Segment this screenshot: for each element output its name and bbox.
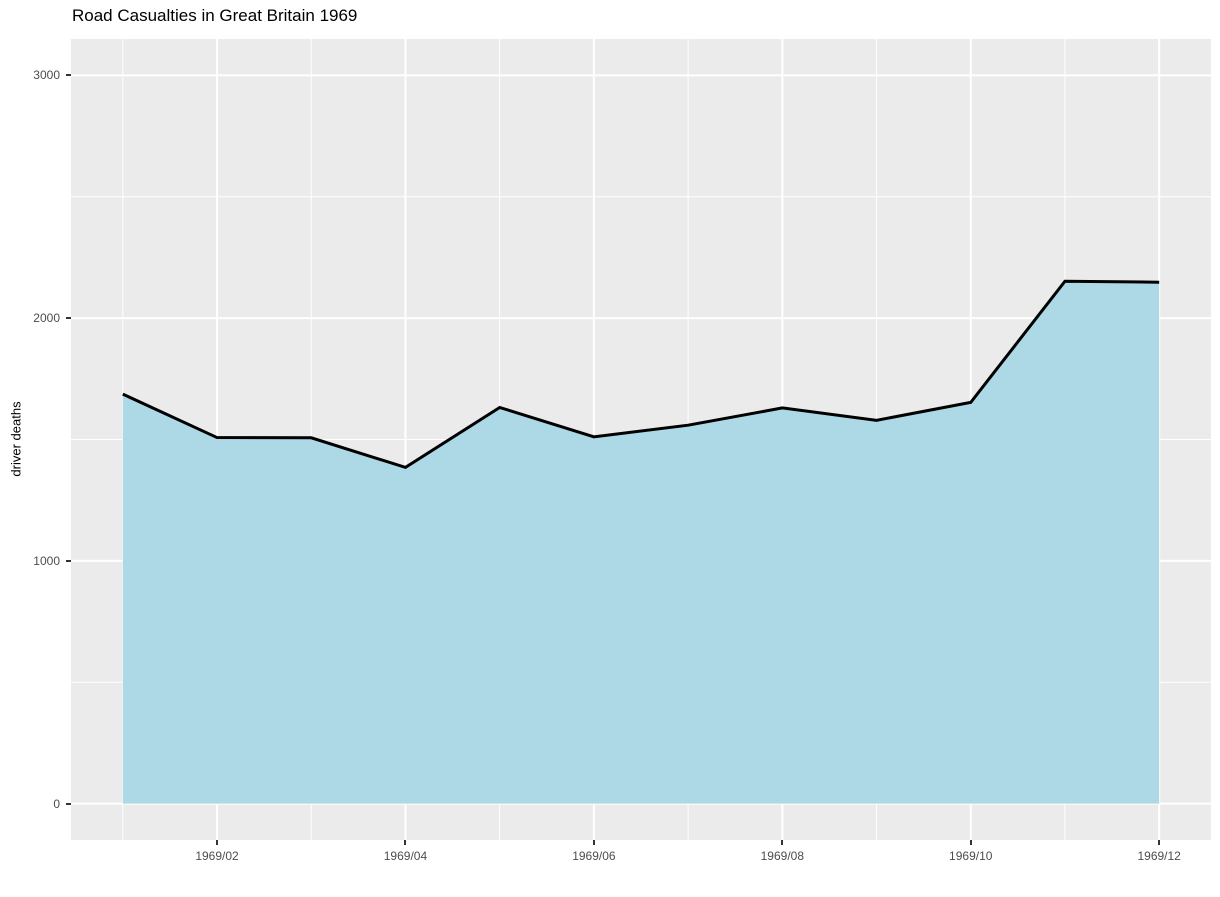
data-line-driver-deaths bbox=[122, 279, 1160, 470]
x-axis-tick bbox=[1158, 840, 1161, 845]
x-axis-tick bbox=[216, 840, 219, 845]
area-series-driver-deaths bbox=[122, 281, 1160, 804]
x-axis-tick bbox=[781, 840, 784, 845]
y-axis-tick bbox=[66, 74, 71, 77]
y-tick-label: 3000 bbox=[33, 68, 60, 83]
x-tick-label: 1969/04 bbox=[383, 849, 428, 863]
y-tick-label: 2000 bbox=[33, 311, 60, 326]
chart-title: Road Casualties in Great Britain 1969 bbox=[72, 6, 358, 25]
y-axis-tick bbox=[66, 559, 71, 562]
x-axis-tick bbox=[969, 840, 972, 845]
y-tick-label: 0 bbox=[53, 796, 60, 811]
y-tick-label: 1000 bbox=[33, 553, 60, 568]
x-tick-label: 1969/12 bbox=[1137, 849, 1181, 863]
x-tick-label: 1969/08 bbox=[760, 849, 805, 863]
area-chart-canvas bbox=[71, 39, 1211, 840]
x-axis-tick bbox=[592, 840, 595, 845]
x-tick-label: 1969/10 bbox=[949, 849, 993, 863]
y-axis-tick bbox=[66, 802, 71, 805]
y-axis-title: driver deaths bbox=[8, 401, 24, 477]
x-axis-tick bbox=[404, 840, 407, 845]
plot-panel bbox=[71, 39, 1211, 840]
x-tick-label: 1969/06 bbox=[572, 849, 616, 863]
x-tick-label: 1969/02 bbox=[195, 849, 239, 863]
y-axis-tick bbox=[66, 317, 71, 320]
